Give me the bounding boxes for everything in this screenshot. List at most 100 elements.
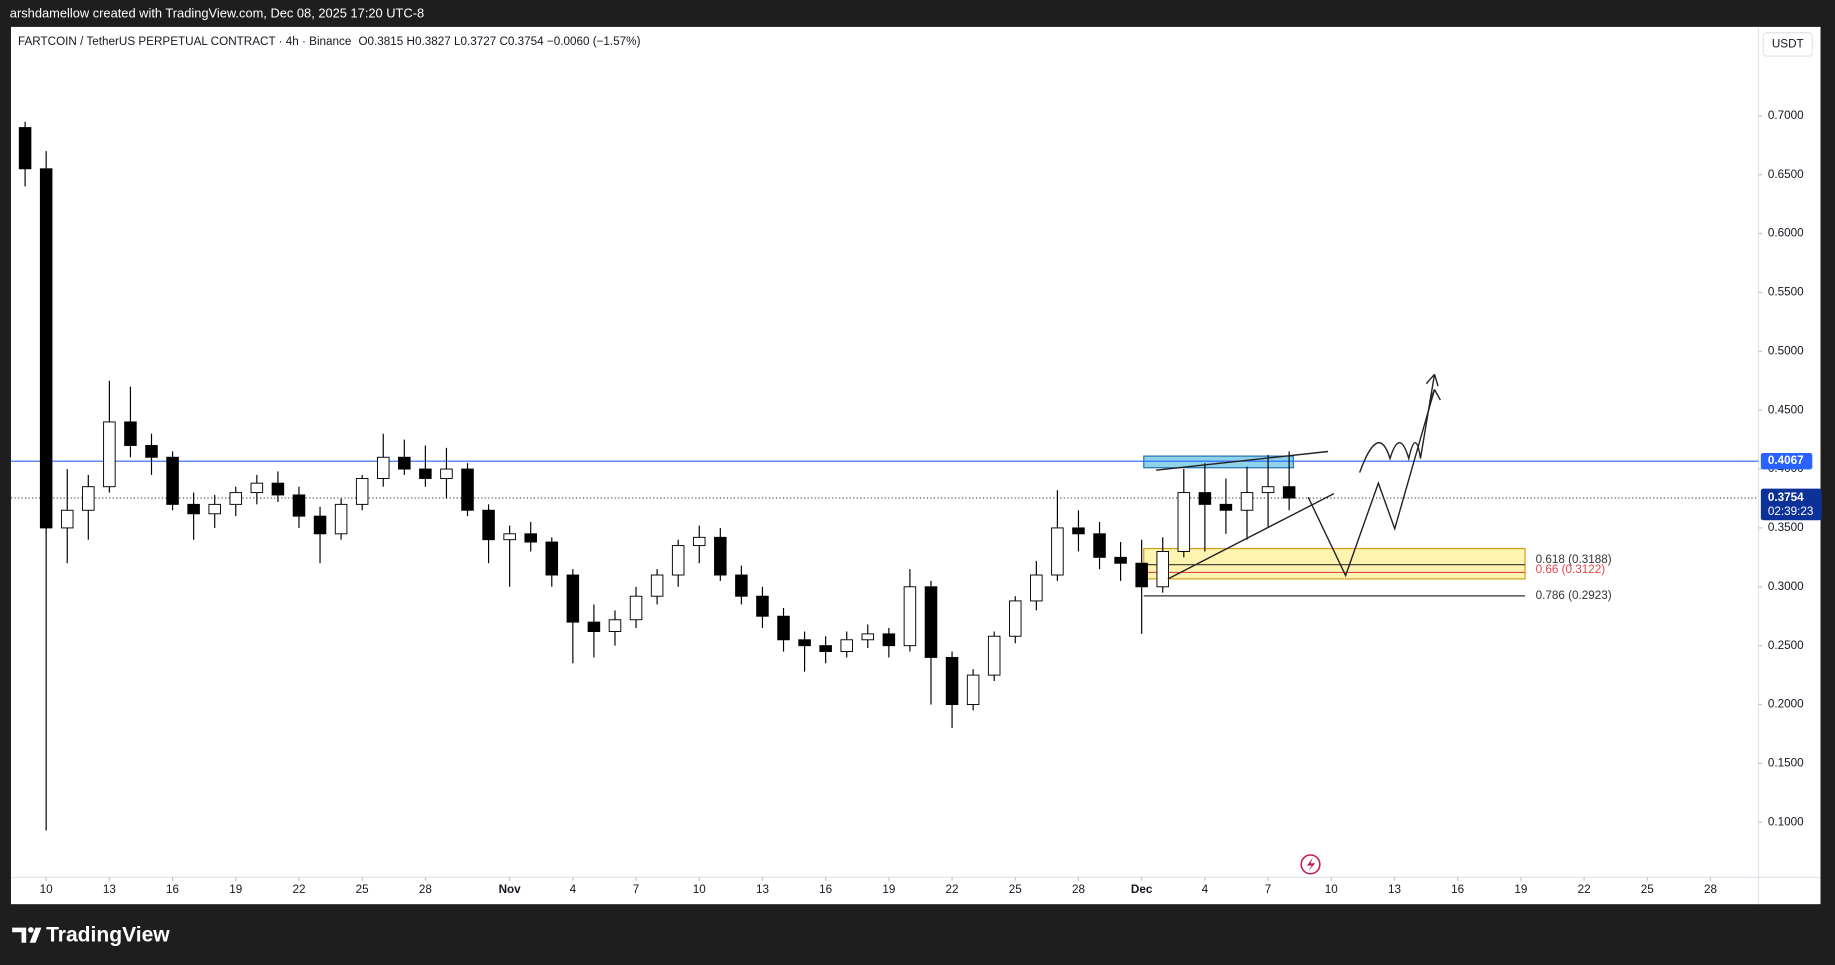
candle-body: [756, 595, 769, 617]
y-tick-label: 0.6500: [1768, 168, 1804, 181]
candle-body: [208, 503, 221, 515]
fib-label: 0.786 (0.2923): [1536, 589, 1612, 602]
candle-body: [355, 477, 369, 505]
candle-body: [650, 574, 664, 597]
fib-label: 0.66 (0.3122): [1536, 563, 1606, 576]
x-tick-label: 25: [1009, 883, 1023, 896]
candle-body: [292, 494, 306, 517]
candle-body: [250, 482, 264, 494]
x-tick-label: 4: [1202, 883, 1209, 896]
x-tick-label: Dec: [1131, 883, 1153, 896]
y-tick-label: 0.5500: [1768, 286, 1804, 299]
candle-body: [166, 456, 179, 505]
y-tick-label: 0.6000: [1768, 227, 1804, 240]
candle-body: [861, 633, 875, 641]
candle-body: [503, 533, 516, 541]
symbol-name: FARTCOIN / TetherUS PERPETUAL CONTRACT ·…: [18, 35, 351, 48]
candle-body: [629, 595, 643, 621]
x-tick-label: 22: [946, 883, 959, 896]
y-tick-label: 0.2000: [1768, 698, 1804, 711]
candle-body: [608, 619, 622, 633]
candle-body: [819, 645, 832, 653]
candle-body: [60, 509, 74, 529]
y-tick-label: 0.1000: [1768, 815, 1804, 828]
level-tag: [1760, 452, 1813, 470]
top-bar-text: arshdamellow created with TradingView.co…: [10, 5, 424, 20]
candle-body: [1030, 574, 1043, 602]
candle-body: [1156, 550, 1169, 588]
symbol-title: FARTCOIN / TetherUS PERPETUAL CONTRACT ·…: [18, 35, 641, 48]
candle-body: [1114, 556, 1127, 564]
candle-body: [39, 168, 53, 529]
candle-body: [714, 536, 727, 576]
x-tick-label: 19: [882, 883, 895, 896]
ohlc-legend: O0.3815 H0.3827 L0.3727 C0.3754 −0.0060 …: [358, 35, 640, 48]
candle-body: [229, 492, 243, 505]
candle-body: [1177, 492, 1191, 552]
candle-body: [313, 515, 327, 535]
x-tick-label: Nov: [499, 883, 522, 896]
y-tick-label: 0.3000: [1768, 580, 1804, 593]
candle-body: [419, 468, 432, 479]
footer-logo: TradingView: [12, 923, 170, 946]
trendline: [1156, 450, 1329, 471]
candle-body: [545, 541, 559, 576]
candle-body: [692, 536, 706, 547]
currency-box[interactable]: [1762, 32, 1813, 57]
x-tick-label: 16: [166, 883, 179, 896]
candle-body: [1282, 486, 1296, 499]
y-tick-label: 0.7000: [1768, 109, 1804, 122]
x-tick-label: 19: [229, 883, 242, 896]
footer-brand: TradingView: [46, 923, 170, 946]
candle-body: [882, 633, 896, 647]
projection-wave: [1358, 374, 1436, 473]
candle-body: [924, 586, 938, 658]
candle-body: [798, 639, 811, 647]
x-tick-label: 25: [356, 883, 370, 896]
candle-body: [124, 421, 137, 446]
x-tick-label: 7: [633, 883, 640, 896]
candle-body: [566, 574, 580, 623]
x-tick-label: 13: [756, 883, 769, 896]
candle-body: [82, 486, 95, 511]
candle-body: [1261, 486, 1275, 494]
x-tick-label: 13: [103, 883, 116, 896]
x-tick-label: 10: [1325, 883, 1339, 896]
y-tick-label: 0.4500: [1768, 403, 1804, 416]
candle-body: [945, 656, 959, 706]
candle-body: [187, 503, 200, 515]
x-tick-label: 16: [1451, 883, 1464, 896]
y-tick-label: 0.3500: [1768, 521, 1804, 534]
candle-body: [482, 509, 495, 541]
x-tick-label: 10: [40, 883, 54, 896]
candle-body: [145, 445, 158, 458]
candle-body: [376, 456, 390, 479]
candle-body: [1219, 503, 1233, 511]
x-tick-label: 7: [1265, 883, 1272, 896]
candle-body: [18, 127, 32, 170]
candle-body: [735, 574, 748, 597]
candle-body: [1051, 527, 1064, 576]
candle-body: [587, 621, 601, 633]
x-tick-label: 4: [570, 883, 577, 896]
level-tag-label: 0.4067: [1768, 454, 1804, 467]
candle-body: [1198, 492, 1212, 505]
candle-body: [671, 545, 685, 576]
candle-body: [398, 456, 411, 470]
candle-body: [524, 533, 537, 543]
candle-body: [1072, 527, 1085, 535]
candle-body: [966, 674, 980, 706]
chart-panel: [10, 26, 1821, 905]
zone: [1143, 455, 1294, 469]
drawings: [1156, 373, 1441, 580]
y-tick-label: 0.5000: [1768, 344, 1804, 357]
last-price-tag: [1760, 488, 1822, 521]
candle-body: [1008, 600, 1022, 637]
candle-body: [987, 635, 1001, 676]
candle-body: [461, 468, 474, 511]
x-tick-label: 16: [819, 883, 832, 896]
alert-icon[interactable]: [1300, 854, 1321, 875]
